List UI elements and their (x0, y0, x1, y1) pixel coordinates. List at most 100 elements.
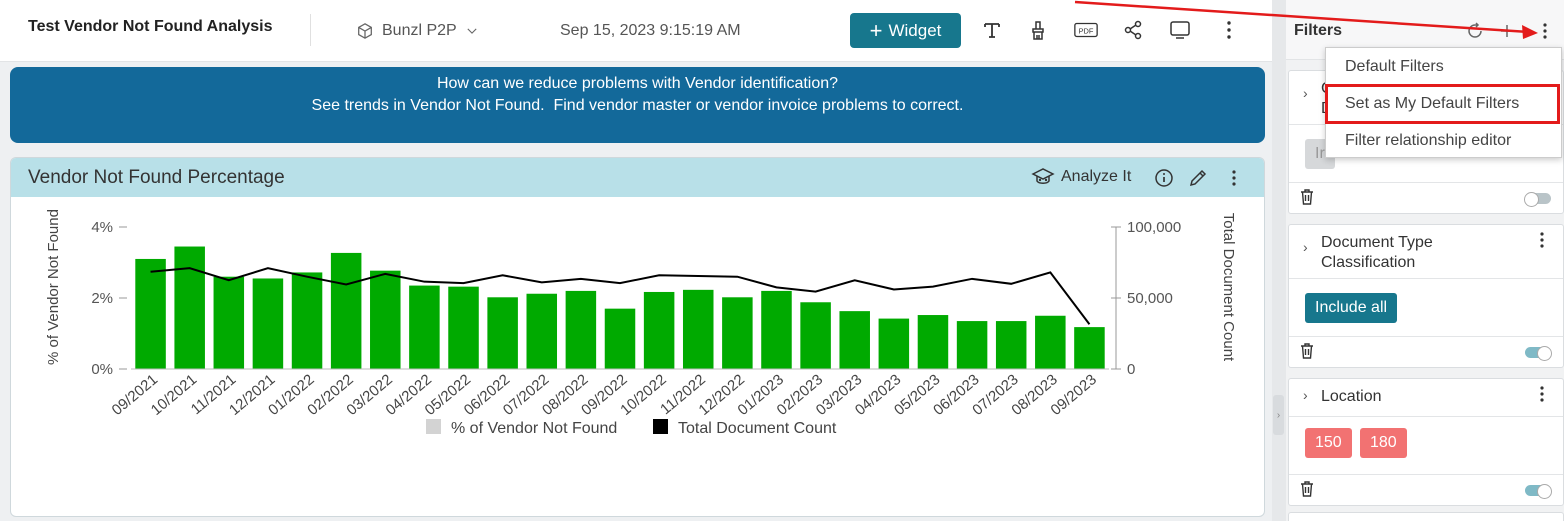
y-right-tick-label: 50,000 (1127, 290, 1173, 307)
monitor-icon[interactable] (1168, 18, 1192, 42)
pdf-icon[interactable]: PDF (1072, 18, 1100, 42)
bar-08-2022[interactable] (565, 290, 597, 369)
filter-card-body: 150 180 (1289, 417, 1563, 475)
bar-05-2023[interactable] (917, 315, 949, 369)
widget-more-icon[interactable] (1222, 166, 1246, 190)
chart-legend: % of Vendor Not Found Total Document Cou… (426, 419, 837, 437)
menu-item-default-filters[interactable]: Default Filters (1345, 58, 1444, 75)
brush-icon[interactable] (1026, 18, 1050, 42)
legend-label-percent[interactable]: % of Vendor Not Found (451, 420, 617, 437)
filters-more-icon[interactable] (1534, 20, 1556, 42)
add-widget-button[interactable]: + Widget (850, 13, 961, 48)
y-left-tick-label: 4% (91, 219, 113, 236)
refresh-timestamp: Sep 15, 2023 9:15:19 AM (560, 22, 741, 39)
legend-label-count[interactable]: Total Document Count (678, 420, 837, 437)
include-all-chip[interactable]: Include all (1305, 293, 1398, 323)
filter-toggle[interactable] (1524, 192, 1551, 207)
annotation-highlight-box (1325, 84, 1560, 124)
bar-12-2022[interactable] (722, 297, 753, 369)
series-line-total-document-count (150, 267, 1091, 325)
header-divider (310, 14, 311, 46)
info-icon[interactable] (1152, 166, 1176, 190)
svg-text:PDF: PDF (1079, 27, 1094, 36)
filter-card-footer (1289, 475, 1563, 505)
bar-12-2021[interactable] (252, 278, 284, 369)
y-axis-right-label: Total Document Count (1220, 213, 1237, 362)
bar-03-2023[interactable] (839, 311, 870, 369)
filter-card-document-type: › Document Type Classification Include al… (1288, 224, 1564, 368)
bar-11-2022[interactable] (682, 289, 714, 369)
trash-icon[interactable] (1299, 188, 1315, 211)
menu-item-set-my-default-filters[interactable]: Set as My Default Filters (1345, 95, 1520, 112)
filter-card-next (1288, 512, 1564, 521)
filter-toggle[interactable] (1525, 346, 1552, 361)
legend-swatch-count[interactable] (653, 419, 668, 434)
filter-card-header[interactable]: › Location (1289, 379, 1563, 417)
bar-02-2023[interactable] (800, 302, 831, 369)
y-right-tick-label: 100,000 (1127, 219, 1181, 236)
y-right-tick-label: 0 (1127, 361, 1135, 378)
bar-09-2021[interactable] (135, 258, 166, 369)
text-icon[interactable] (980, 18, 1004, 42)
bar-04-2023[interactable] (878, 318, 910, 369)
panel-divider (1272, 0, 1286, 521)
cube-icon (358, 23, 372, 39)
bar-10-2021[interactable] (174, 246, 205, 369)
bar-05-2022[interactable] (448, 286, 479, 369)
chevron-right-icon[interactable]: › (1303, 387, 1308, 403)
filter-card-body: Include all (1289, 279, 1563, 337)
legend-swatch-percent[interactable] (426, 419, 441, 434)
y-axis-left-label: % of Vendor Not Found (45, 209, 62, 365)
pencil-icon[interactable] (1186, 166, 1210, 190)
analyze-it-label: Analyze It (1061, 168, 1132, 185)
plus-icon: + (869, 17, 883, 43)
banner-line-2: See trends in Vendor Not Found. Find ven… (311, 97, 964, 114)
collapse-panel-handle[interactable]: › (1273, 395, 1284, 435)
filter-toggle[interactable] (1525, 484, 1552, 499)
bar-08-2023[interactable] (1035, 315, 1066, 369)
share-icon[interactable] (1121, 18, 1145, 42)
bar-06-2022[interactable] (487, 297, 518, 369)
dashboard-title: Test Vendor Not Found Analysis (28, 18, 273, 35)
filter-card-header[interactable]: › Document Type Classification (1289, 225, 1563, 279)
bar-11-2021[interactable] (213, 276, 245, 369)
bar-03-2022[interactable] (370, 270, 401, 369)
filter-card-footer (1289, 337, 1563, 367)
bar-01-2022[interactable] (291, 272, 323, 369)
filters-title: Filters (1294, 22, 1343, 39)
info-banner: How can we reduce problems with Vendor i… (10, 67, 1265, 143)
bar-02-2022[interactable] (330, 252, 362, 369)
bar-04-2022[interactable] (409, 285, 440, 369)
bar-07-2023[interactable] (995, 321, 1027, 369)
menu-item-filter-relationship-editor[interactable]: Filter relationship editor (1345, 132, 1512, 149)
y-left-tick-label: 0% (91, 361, 113, 378)
dashboard-header: Test Vendor Not Found Analysis Bunzl P2P… (0, 0, 1272, 62)
bar-06-2023[interactable] (956, 321, 988, 369)
location-chip-180[interactable]: 180 (1360, 428, 1407, 458)
chevron-right-icon[interactable]: › (1303, 239, 1308, 255)
datasource-selector[interactable]: Bunzl P2P (356, 22, 479, 40)
filter-card-more-icon[interactable] (1533, 231, 1551, 254)
add-filter-icon[interactable] (1496, 20, 1518, 42)
more-vertical-icon[interactable] (1217, 18, 1241, 42)
trash-icon[interactable] (1299, 480, 1315, 503)
bar-09-2022[interactable] (604, 308, 636, 369)
bar-09-2023[interactable] (1074, 327, 1105, 369)
graduation-cap-icon (1031, 168, 1055, 184)
bar-01-2023[interactable] (761, 290, 792, 369)
y-left-tick-label: 2% (91, 290, 113, 307)
trash-icon[interactable] (1299, 342, 1315, 365)
reset-icon[interactable] (1464, 20, 1486, 42)
bar-10-2022[interactable] (643, 291, 675, 369)
chevron-right-icon[interactable]: › (1303, 85, 1308, 101)
bar-07-2022[interactable] (526, 293, 558, 369)
filter-card-title: Document Type Classification (1321, 234, 1433, 271)
filter-card-more-icon[interactable] (1533, 385, 1551, 408)
location-chip-150[interactable]: 150 (1305, 428, 1352, 458)
add-widget-label: Widget (888, 20, 942, 40)
banner-line-1: How can we reduce problems with Vendor i… (436, 75, 839, 92)
datasource-label: Bunzl P2P (382, 22, 457, 39)
analyze-it-button[interactable]: Analyze It (1031, 167, 1131, 187)
chart-widget: Vendor Not Found Percentage Analyze It 0… (10, 157, 1265, 517)
